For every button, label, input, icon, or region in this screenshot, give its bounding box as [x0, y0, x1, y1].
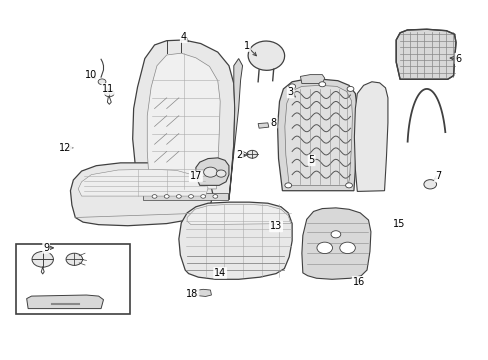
Circle shape: [152, 195, 157, 198]
Polygon shape: [354, 82, 387, 192]
Text: 11: 11: [102, 84, 114, 94]
Polygon shape: [27, 295, 103, 309]
Text: 17: 17: [189, 171, 202, 181]
Circle shape: [98, 79, 106, 85]
Circle shape: [216, 170, 225, 177]
Polygon shape: [78, 169, 207, 196]
Polygon shape: [132, 40, 234, 200]
Polygon shape: [277, 79, 357, 191]
Circle shape: [423, 180, 436, 189]
Polygon shape: [301, 208, 370, 279]
Text: 1: 1: [244, 41, 249, 51]
Text: 9: 9: [43, 243, 49, 253]
Circle shape: [164, 195, 169, 198]
Polygon shape: [187, 204, 290, 225]
Polygon shape: [147, 53, 220, 189]
Polygon shape: [285, 85, 352, 185]
Circle shape: [176, 195, 181, 198]
Polygon shape: [70, 163, 212, 226]
Text: 12: 12: [59, 143, 72, 153]
Polygon shape: [194, 289, 211, 296]
Polygon shape: [395, 29, 455, 79]
Ellipse shape: [247, 41, 284, 70]
Circle shape: [203, 167, 217, 177]
Circle shape: [330, 231, 340, 238]
Circle shape: [246, 150, 257, 158]
Circle shape: [346, 86, 353, 91]
Circle shape: [318, 82, 325, 87]
Circle shape: [104, 90, 114, 97]
Circle shape: [345, 183, 352, 188]
Text: 15: 15: [392, 219, 405, 229]
Text: 4: 4: [180, 32, 186, 42]
Circle shape: [339, 242, 355, 253]
Text: 2: 2: [236, 150, 242, 160]
Polygon shape: [196, 158, 228, 185]
Circle shape: [212, 195, 217, 198]
Bar: [16, 244, 130, 314]
Text: 3: 3: [287, 87, 293, 98]
Text: 18: 18: [186, 289, 198, 298]
Text: 16: 16: [352, 277, 364, 287]
Circle shape: [188, 195, 193, 198]
Circle shape: [66, 253, 82, 265]
Polygon shape: [228, 59, 242, 200]
Text: 13: 13: [269, 221, 282, 231]
Polygon shape: [300, 75, 324, 84]
Text: 5: 5: [308, 156, 314, 165]
Circle shape: [193, 291, 199, 295]
Circle shape: [32, 251, 53, 267]
Text: 14: 14: [214, 268, 226, 278]
Polygon shape: [258, 123, 268, 128]
Polygon shape: [179, 202, 291, 279]
Circle shape: [285, 183, 291, 188]
Text: 7: 7: [434, 171, 440, 181]
Polygon shape: [143, 193, 227, 200]
Circle shape: [201, 195, 205, 198]
Text: 10: 10: [85, 69, 97, 80]
Circle shape: [316, 242, 332, 253]
Text: 8: 8: [270, 118, 276, 128]
Text: 6: 6: [454, 54, 461, 64]
Circle shape: [288, 84, 295, 89]
